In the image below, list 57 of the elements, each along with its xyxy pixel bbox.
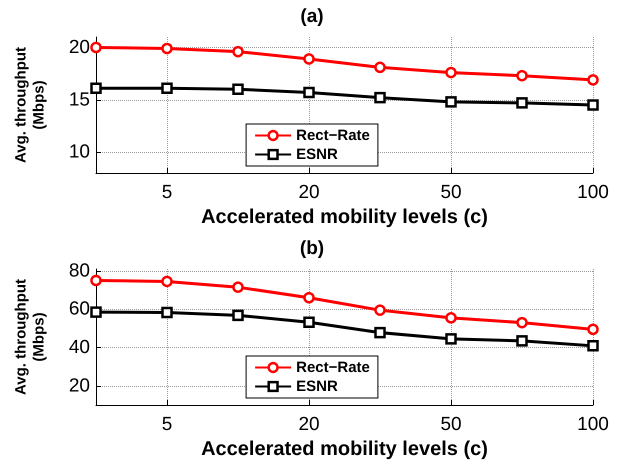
- x-tick-label: 100: [577, 414, 609, 435]
- point: [232, 84, 244, 96]
- y-tick-label: 10: [68, 142, 90, 163]
- y-tick-label: 15: [68, 89, 90, 110]
- legend-label: ESNR: [296, 378, 338, 395]
- point: [303, 53, 315, 65]
- point: [161, 276, 173, 288]
- y-tick-label: 60: [68, 298, 90, 320]
- legend-label: ESNR: [296, 146, 338, 163]
- y-tick-label: 80: [68, 260, 90, 282]
- x-tick-label: 5: [162, 182, 172, 203]
- x-tick-label: 20: [298, 414, 320, 435]
- y-axis-title: Avg. throughput (Mbps): [12, 278, 48, 396]
- point: [232, 281, 244, 293]
- point: [232, 310, 244, 322]
- point: [445, 96, 457, 108]
- point: [303, 316, 315, 328]
- point: [445, 312, 457, 324]
- legend-label: Rect−Rate: [296, 127, 370, 144]
- point: [90, 42, 102, 54]
- point: [516, 70, 528, 82]
- point: [161, 306, 173, 318]
- point: [303, 86, 315, 98]
- y-tick-label: 20: [68, 375, 90, 396]
- y-axis-title: Avg. throughput (Mbps): [12, 46, 48, 164]
- point: [90, 274, 102, 286]
- point: [374, 326, 386, 338]
- point: [445, 333, 457, 345]
- chart-title: (b): [300, 238, 324, 259]
- point: [516, 97, 528, 109]
- point: [587, 324, 599, 336]
- point: [587, 340, 599, 352]
- point: [374, 304, 386, 316]
- point: [374, 92, 386, 104]
- y-tick-label: 40: [68, 337, 90, 358]
- x-tick-label: 100: [577, 182, 609, 203]
- point: [516, 316, 528, 328]
- x-tick-label: 50: [440, 182, 462, 203]
- y-tick-label: 20: [68, 36, 90, 58]
- point: [161, 42, 173, 54]
- x-axis-title: Accelerated mobility levels (c): [201, 206, 488, 228]
- chart-title: (a): [300, 6, 324, 27]
- point: [587, 74, 599, 86]
- x-tick-label: 5: [162, 414, 172, 435]
- x-tick-label: 50: [440, 414, 462, 435]
- point: [90, 306, 102, 318]
- point: [161, 82, 173, 94]
- point: [90, 82, 102, 94]
- point: [445, 66, 457, 78]
- point: [232, 46, 244, 58]
- legend-label: Rect−Rate: [296, 359, 370, 376]
- x-tick-label: 20: [298, 182, 320, 203]
- point: [374, 62, 386, 74]
- x-axis-title: Accelerated mobility levels (c): [201, 438, 488, 460]
- point: [587, 99, 599, 111]
- point: [303, 292, 315, 304]
- point: [516, 335, 528, 347]
